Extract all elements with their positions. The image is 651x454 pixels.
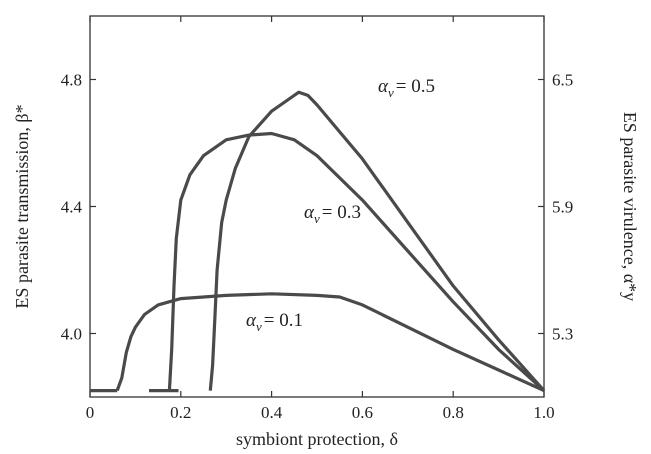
x-tick-label: 0.6 bbox=[352, 403, 373, 422]
x-axis-label: symbiont protection, δ bbox=[236, 429, 398, 449]
series-label: αv = 0.5 bbox=[378, 76, 435, 100]
plot-frame bbox=[89, 15, 545, 398]
series-lines bbox=[90, 90, 546, 393]
ticks bbox=[89, 16, 545, 397]
y-axis-label-right: ES parasite virulence, α*y bbox=[620, 112, 640, 301]
series-label: αv = 0.3 bbox=[304, 202, 361, 226]
series-label: αv = 0.1 bbox=[246, 310, 303, 334]
y-tick-label-right: 6.5 bbox=[552, 71, 573, 90]
y-axis-label-left: ES parasite transmission, β* bbox=[12, 104, 32, 308]
x-tick-label: 0 bbox=[86, 403, 95, 422]
y-tick-label-left: 4.0 bbox=[61, 325, 82, 344]
y-tick-label-left: 4.4 bbox=[61, 198, 83, 217]
x-tick-label: 1.0 bbox=[533, 403, 554, 422]
series-line bbox=[208, 90, 546, 392]
labels: 0 0.2 0.4 0.6 0.8 1.0 4.0 4.4 4.8 5.3 5.9 6.5 αv = 0.… bbox=[12, 71, 640, 450]
x-tick-label: 0.2 bbox=[170, 403, 191, 422]
y-tick-label-right: 5.9 bbox=[552, 198, 573, 217]
x-tick-label: 0.4 bbox=[261, 403, 283, 422]
y-tick-label-left: 4.8 bbox=[61, 71, 82, 90]
y-tick-label-right: 5.3 bbox=[552, 325, 573, 344]
series-line bbox=[167, 131, 546, 392]
x-tick-label: 0.8 bbox=[443, 403, 464, 422]
series-line bbox=[115, 292, 545, 393]
